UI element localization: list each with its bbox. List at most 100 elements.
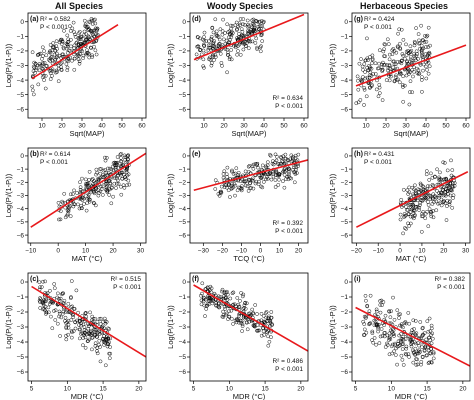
data-point xyxy=(84,310,88,315)
data-point xyxy=(441,188,446,193)
data-point xyxy=(49,314,53,319)
data-point xyxy=(261,20,266,25)
data-point xyxy=(87,55,92,60)
data-point xyxy=(77,35,82,40)
data-point xyxy=(393,62,398,67)
data-point xyxy=(42,78,46,82)
data-point xyxy=(218,295,223,299)
p-value-label: P < 0.001 xyxy=(364,24,392,31)
data-point xyxy=(112,160,117,165)
data-point xyxy=(78,327,83,332)
data-point xyxy=(77,206,82,211)
data-point xyxy=(96,176,101,181)
data-point xyxy=(30,50,35,55)
data-point xyxy=(230,169,234,174)
data-point xyxy=(285,175,290,179)
data-point xyxy=(223,41,228,46)
data-point xyxy=(43,74,48,78)
data-point xyxy=(387,336,392,341)
data-point xyxy=(290,168,295,172)
data-point xyxy=(125,173,130,178)
data-point xyxy=(259,32,264,37)
data-point xyxy=(396,312,401,317)
data-point xyxy=(410,206,415,211)
data-point xyxy=(418,320,423,324)
data-point xyxy=(40,66,45,71)
data-point xyxy=(401,37,406,42)
data-point xyxy=(424,45,428,49)
data-point xyxy=(376,329,380,334)
data-point xyxy=(413,183,417,188)
data-point xyxy=(87,27,91,31)
data-point xyxy=(81,336,86,340)
data-point xyxy=(44,64,49,69)
data-point xyxy=(279,155,283,159)
data-point xyxy=(236,170,241,175)
data-point xyxy=(264,315,269,320)
data-point xyxy=(218,27,223,32)
data-point xyxy=(38,285,42,290)
data-point xyxy=(379,327,384,331)
data-point xyxy=(72,43,77,48)
data-point xyxy=(99,175,104,180)
data-point xyxy=(66,207,71,212)
data-point xyxy=(270,159,275,163)
data-point xyxy=(246,46,251,51)
x-tick-label: 50 xyxy=(118,123,126,130)
data-point xyxy=(98,322,103,326)
data-point xyxy=(417,343,421,348)
data-point xyxy=(406,311,411,315)
data-point xyxy=(447,200,452,205)
data-point xyxy=(397,27,402,32)
data-point xyxy=(240,318,245,323)
data-point xyxy=(446,183,451,188)
panel-label: (d) xyxy=(192,16,201,23)
x-tick-label: 10 xyxy=(418,248,426,255)
panel-d: 0 −1 −2 −3 −4 −5 −6 10 20 30 40 50 60 Sqrt(MAP) Log(Pᵢ… xyxy=(166,12,309,138)
data-point xyxy=(221,175,226,180)
data-point xyxy=(265,319,270,323)
data-point xyxy=(391,295,395,300)
p-value-label: P < 0.001 xyxy=(113,284,141,291)
data-point xyxy=(210,53,215,58)
data-point xyxy=(257,27,262,32)
data-point xyxy=(229,29,234,34)
data-point xyxy=(240,324,245,328)
data-point xyxy=(124,170,129,174)
data-point xyxy=(119,192,124,197)
data-point xyxy=(59,315,64,320)
data-point xyxy=(88,45,93,50)
data-point xyxy=(407,212,411,217)
data-point xyxy=(225,70,229,75)
x-axis-label: MDR (°C) xyxy=(71,392,104,400)
data-point xyxy=(253,162,258,166)
data-point xyxy=(75,191,79,195)
data-point xyxy=(57,296,61,301)
data-point xyxy=(259,33,263,38)
data-point xyxy=(260,163,265,168)
x-tick-label: 60 xyxy=(300,123,308,130)
x-tick-label: −10 xyxy=(236,248,247,255)
data-point xyxy=(441,200,446,204)
data-point xyxy=(358,77,363,82)
r-squared-label: R² = 0.431 xyxy=(364,151,395,158)
data-point xyxy=(104,181,108,186)
data-point xyxy=(385,343,390,347)
data-point xyxy=(439,190,443,195)
data-point xyxy=(411,208,416,213)
data-point xyxy=(208,43,213,48)
y-tick-label: 0 xyxy=(344,19,348,26)
data-point xyxy=(231,172,236,176)
y-tick-label: −6 xyxy=(341,369,349,376)
y-tick-label: −1 xyxy=(179,294,187,301)
panel-c: 0 −1 −2 −3 −4 −5 −6 5 10 15 20 MDR (°C) Log(Pᵢ/(1-Pᵢ… xyxy=(4,272,147,400)
data-point xyxy=(390,48,395,53)
data-point xyxy=(213,187,218,191)
data-point xyxy=(392,62,397,67)
data-point xyxy=(450,168,455,172)
data-point xyxy=(87,51,91,56)
data-point xyxy=(243,169,248,174)
data-point xyxy=(201,37,205,42)
data-point xyxy=(376,94,381,99)
y-tick-label: −3 xyxy=(341,63,349,70)
